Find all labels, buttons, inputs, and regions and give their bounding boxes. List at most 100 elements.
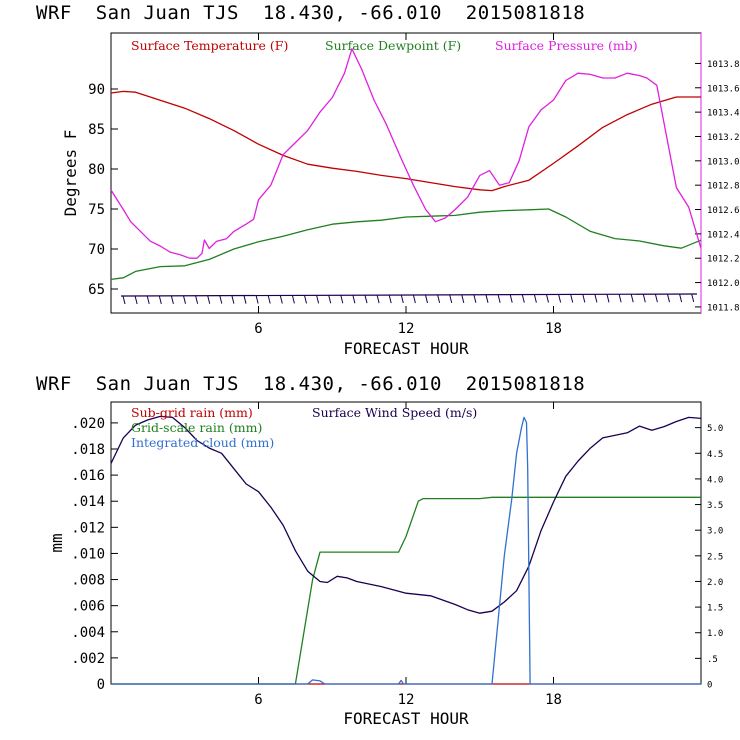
top-chart: WRF San Juan TJS 18.430, -66.010 2015081… — [36, 2, 740, 358]
top-plot-frame — [110, 32, 702, 314]
wind-barb — [679, 293, 683, 303]
y2-tick-label: 1012.8 — [707, 182, 740, 192]
wind-barb — [642, 294, 646, 303]
wind-barb — [231, 295, 235, 304]
series-surface-dewpoint-f — [110, 208, 702, 281]
top-wind-barbs — [120, 293, 698, 305]
wind-barb — [667, 294, 670, 303]
y-tick-label: .002 — [71, 651, 105, 667]
wind-barb — [546, 294, 549, 303]
y2-tick-label: 1011.8 — [707, 303, 740, 313]
wind-barb — [255, 295, 259, 304]
wind-barb — [158, 295, 162, 304]
legend-grid-scale-rain: Grid-scale rain (mm) — [131, 420, 262, 435]
bottom-x-axis-label: FORECAST HOUR — [343, 709, 469, 728]
bottom-y-axis-label: mm — [47, 533, 66, 552]
wind-barb — [437, 294, 441, 304]
y-tick-label: .012 — [71, 520, 105, 536]
top-series-group — [110, 48, 702, 281]
wind-barb — [654, 294, 658, 303]
y2-tick-label: 0 — [707, 681, 712, 691]
wind-barb — [521, 294, 525, 303]
y2-tick-label: 1013.0 — [707, 157, 740, 167]
bottom-series-group — [110, 415, 702, 685]
wind-barb — [425, 294, 428, 304]
y2-tick-label: 1012.4 — [707, 230, 740, 240]
y-tick-label: 0 — [97, 677, 105, 693]
y-tick-label: 80 — [88, 162, 105, 178]
wind-barb — [207, 295, 211, 304]
wind-barb — [582, 294, 586, 303]
top-chart-title: WRF San Juan TJS 18.430, -66.010 2015081… — [36, 2, 585, 24]
wind-barb — [570, 294, 574, 303]
wind-barb — [533, 294, 537, 303]
y-tick-label: .020 — [71, 416, 105, 432]
legend-surface-temperature: Surface Temperature (F) — [131, 38, 288, 53]
y-tick-label: .010 — [71, 546, 105, 562]
x-tick-label: 6 — [254, 692, 262, 708]
wind-barb — [449, 294, 453, 303]
wind-barb — [388, 294, 392, 304]
series-surface-wind-speed-m-s — [110, 415, 702, 614]
y2-tick-label: 1013.2 — [707, 133, 740, 143]
y-tick-label: 70 — [88, 242, 105, 258]
y-tick-label: 75 — [88, 202, 105, 218]
wind-barb-baseline — [120, 293, 698, 297]
y2-tick-label: 1013.8 — [707, 60, 740, 70]
bottom-axis-ticks: 6 12 18 0 .002 .004 .006 .008 .010 .012 .014 .016 .0… — [71, 402, 723, 708]
top-x-axis-label: FORECAST HOUR — [343, 339, 469, 358]
wind-barb — [316, 295, 320, 304]
wind-barb — [400, 294, 404, 304]
y2-tick-label: 1013.4 — [707, 109, 740, 119]
series-surface-temperature-f — [110, 90, 701, 192]
y-tick-label: .008 — [71, 573, 105, 589]
wind-barb — [340, 295, 344, 304]
wind-barb — [461, 294, 465, 303]
legend-sub-grid-rain: Sub-grid rain (mm) — [131, 405, 253, 420]
bottom-chart-title: WRF San Juan TJS 18.430, -66.010 2015081… — [36, 373, 585, 395]
y2-tick-label: 4.0 — [707, 475, 723, 485]
y-tick-label: 85 — [88, 122, 105, 138]
wind-barb — [497, 294, 501, 303]
y-tick-label: .014 — [71, 494, 105, 510]
x-tick-label: 18 — [545, 321, 562, 337]
y2-tick-label: .5 — [707, 655, 718, 665]
y-tick-label: .016 — [71, 468, 105, 484]
y-tick-label: .004 — [71, 625, 105, 641]
wind-barb — [243, 295, 247, 304]
wind-barb — [594, 294, 598, 303]
wind-barb — [291, 295, 295, 304]
y2-tick-label: 2.5 — [707, 552, 723, 562]
y2-tick-label: 1.5 — [707, 604, 723, 614]
wind-barb — [691, 293, 695, 303]
series-surface-pressure-mb — [110, 48, 702, 259]
x-tick-label: 6 — [254, 321, 262, 337]
legend-surface-dewpoint: Surface Dewpoint (F) — [325, 38, 461, 53]
wind-barb — [630, 294, 634, 303]
series-integrated-cloud-mm — [111, 416, 701, 685]
wind-barb — [509, 294, 513, 303]
y2-tick-label: 3.5 — [707, 501, 723, 511]
y2-tick-label: 4.5 — [707, 450, 723, 460]
y2-tick-label: 1013.6 — [707, 84, 740, 94]
wind-barb — [304, 295, 307, 304]
wind-barb — [279, 295, 283, 304]
y2-tick-label: 1012.0 — [707, 279, 740, 289]
wind-barb — [376, 295, 380, 304]
y2-tick-label: 1.0 — [707, 629, 723, 639]
y-tick-label: 90 — [88, 82, 105, 98]
legend-surface-wind-speed: Surface Wind Speed (m/s) — [312, 405, 477, 420]
y-tick-label: .006 — [71, 599, 105, 615]
wind-barb — [146, 295, 150, 305]
y2-tick-label: 2.0 — [707, 578, 723, 588]
wind-barb — [122, 295, 126, 305]
x-tick-label: 12 — [398, 321, 415, 337]
y2-tick-label: 1012.6 — [707, 206, 740, 216]
wind-barb — [134, 295, 138, 305]
x-tick-label: 18 — [545, 692, 562, 708]
wind-barb — [170, 295, 174, 304]
wind-barb — [267, 295, 271, 304]
wind-barb — [485, 294, 489, 303]
y2-tick-label: 1012.2 — [707, 255, 740, 265]
